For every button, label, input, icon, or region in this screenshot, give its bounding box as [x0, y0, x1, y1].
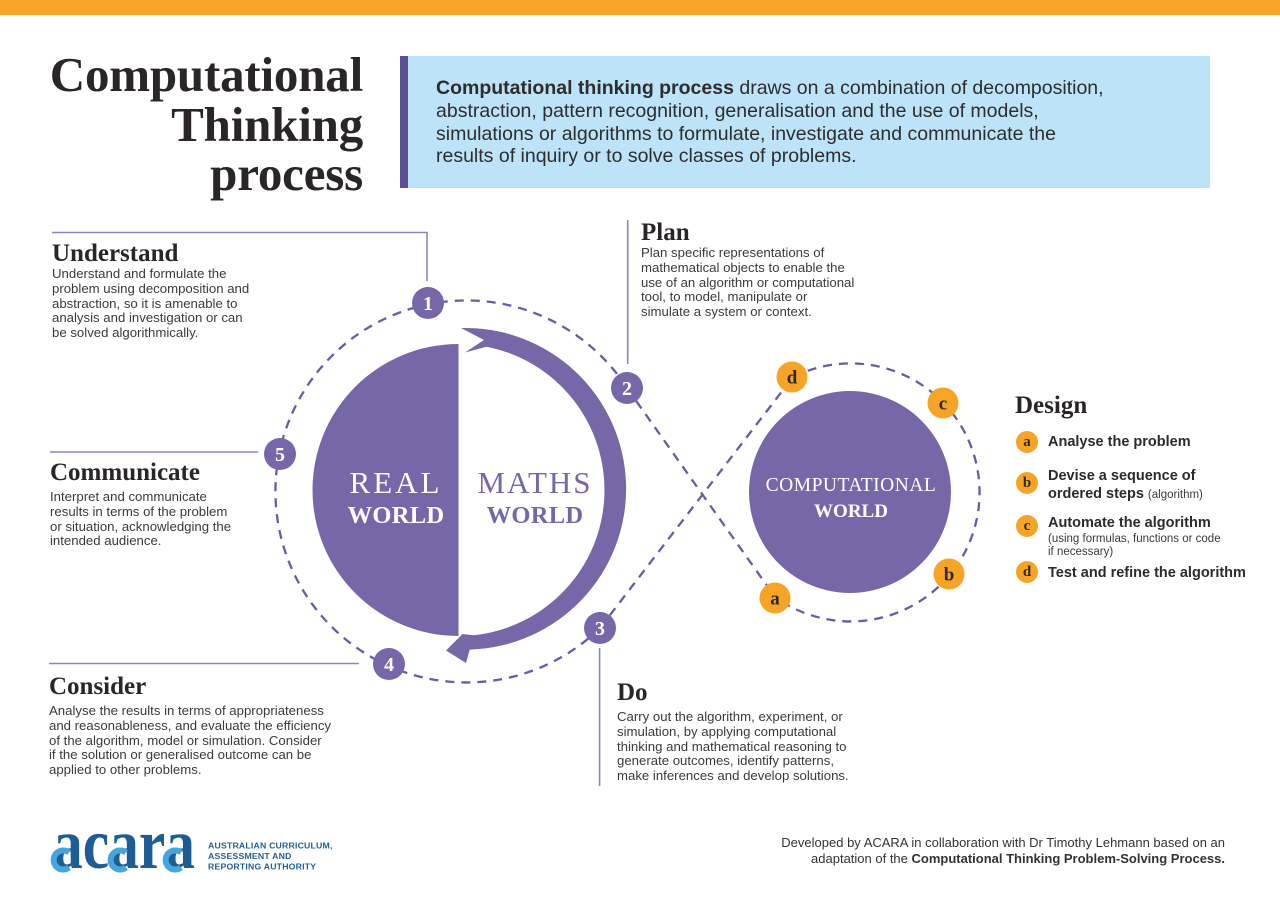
svg-text:MATHS: MATHS: [477, 465, 592, 500]
svg-text:WORLD: WORLD: [487, 502, 584, 529]
svg-text:a: a: [770, 589, 780, 610]
svg-text:5: 5: [275, 444, 285, 466]
svg-text:1: 1: [423, 293, 433, 315]
svg-text:4: 4: [384, 654, 394, 676]
svg-text:d: d: [787, 368, 798, 389]
svg-text:REPORTING AUTHORITY: REPORTING AUTHORITY: [208, 862, 316, 872]
svg-text:COMPUTATIONAL: COMPUTATIONAL: [766, 475, 937, 496]
svg-text:2: 2: [622, 378, 632, 400]
svg-text:3: 3: [595, 618, 605, 640]
svg-text:WORLD: WORLD: [814, 501, 888, 522]
svg-text:WORLD: WORLD: [348, 502, 445, 529]
svg-text:c: c: [939, 394, 947, 415]
svg-text:AUSTRALIAN CURRICULUM,: AUSTRALIAN CURRICULUM,: [208, 841, 333, 851]
svg-text:ASSESSMENT AND: ASSESSMENT AND: [208, 851, 292, 861]
svg-text:b: b: [944, 565, 955, 586]
svg-text:REAL: REAL: [350, 465, 443, 500]
